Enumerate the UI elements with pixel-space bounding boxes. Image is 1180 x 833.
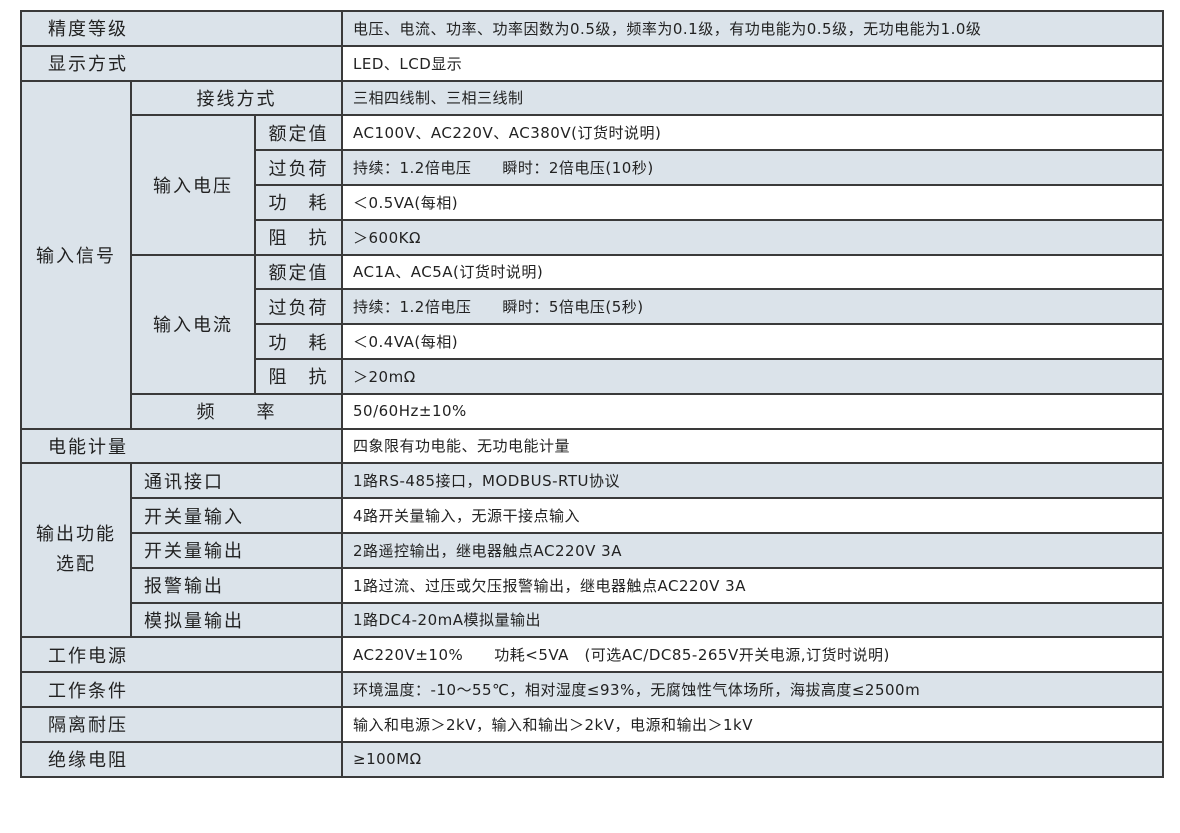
row-value: AC100V、AC220V、AC380V(订货时说明) (341, 114, 1164, 152)
table-row: 过负荷 持续：1.2倍电压 瞬时：5倍电压(5秒) (21, 288, 1164, 326)
table-row: 输入电压 额定值 AC100V、AC220V、AC380V(订货时说明) (21, 114, 1164, 256)
subgroup-label: 输入电流 (130, 253, 256, 395)
table-row: 开关量输出 2路遥控输出，继电器触点AC220V 3A (21, 531, 1164, 569)
table-row: 功 耗 ＜0.5VA(每相) (21, 183, 1164, 221)
row-value: 4路开关量输入，无源干接点输入 (341, 497, 1164, 534)
table-row: 工作条件 环境温度：-10～55℃，相对湿度≤93%，无腐蚀性气体场所，海拔高度… (20, 671, 1164, 708)
table-row: 功 耗 ＜0.4VA(每相) (21, 323, 1164, 360)
row-label: 开关量输入 (130, 497, 343, 534)
row-value: 50/60Hz±10% (341, 392, 1164, 430)
row-value: AC220V±10% 功耗<5VA (可选AC/DC85-265V开关电源,订货… (341, 636, 1164, 674)
row-value: 2路遥控输出，继电器触点AC220V 3A (341, 531, 1164, 569)
table-row: 阻 抗 ＞600KΩ (21, 218, 1164, 256)
subgroup-label: 输入电压 (130, 114, 256, 256)
row-label: 报警输出 (130, 566, 343, 604)
row-label: 绝缘电阻 (20, 740, 343, 778)
row-label: 通讯接口 (130, 462, 343, 500)
row-value: 四象限有功电能、无功电能计量 (341, 427, 1164, 465)
table-row: 精度等级 电压、电流、功率、功率因数为0.5级，频率为0.1级，有功电能为0.5… (20, 10, 1164, 47)
row-value: ≥100MΩ (341, 740, 1164, 778)
spec-table: 精度等级 电压、电流、功率、功率因数为0.5级，频率为0.1级，有功电能为0.5… (20, 10, 1164, 778)
table-row: 过负荷 持续：1.2倍电压 瞬时：2倍电压(10秒) (21, 149, 1164, 186)
row-label: 电能计量 (20, 427, 343, 465)
row-value: ＜0.5VA(每相) (341, 183, 1164, 221)
row-label: 隔离耐压 (20, 705, 343, 743)
row-label: 频 率 (130, 392, 343, 430)
row-label: 过负荷 (254, 149, 343, 186)
row-label: 工作电源 (20, 636, 343, 674)
table-row: 工作电源 AC220V±10% 功耗<5VA (可选AC/DC85-265V开关… (20, 636, 1164, 674)
table-row: 输入电流 额定值 AC1A、AC5A(订货时说明) (21, 253, 1164, 395)
row-value: 输入和电源＞2kV，输入和输出＞2kV，电源和输出＞1kV (341, 705, 1164, 743)
table-row: 频 率 50/60Hz±10% (21, 392, 1164, 430)
row-value: ＞600KΩ (341, 218, 1164, 256)
row-value: 电压、电流、功率、功率因数为0.5级，频率为0.1级，有功电能为0.5级，无功电… (341, 10, 1164, 47)
table-row: 输出功能选配 通讯接口 1路RS-485接口，MODBUS-RTU协议 (20, 462, 1164, 639)
row-label: 工作条件 (20, 671, 343, 708)
row-label: 额定值 (254, 114, 343, 152)
row-value: 持续：1.2倍电压 瞬时：2倍电压(10秒) (341, 149, 1164, 186)
row-value: 1路DC4-20mA模拟量输出 (341, 601, 1164, 639)
row-label: 过负荷 (254, 288, 343, 326)
row-value: AC1A、AC5A(订货时说明) (341, 253, 1164, 291)
row-label: 接线方式 (130, 79, 343, 117)
row-value: 环境温度：-10～55℃，相对湿度≤93%，无腐蚀性气体场所，海拔高度≤2500… (341, 671, 1164, 708)
row-label: 额定值 (254, 253, 343, 291)
row-value: LED、LCD显示 (341, 44, 1164, 82)
group-label: 输入信号 (20, 79, 132, 430)
row-label: 阻 抗 (254, 357, 343, 395)
table-row: 显示方式 LED、LCD显示 (20, 44, 1164, 82)
row-value: ＜0.4VA(每相) (341, 323, 1164, 360)
table-row: 模拟量输出 1路DC4-20mA模拟量输出 (21, 601, 1164, 639)
row-value: ＞20mΩ (341, 357, 1164, 395)
table-row: 阻 抗 ＞20mΩ (21, 357, 1164, 395)
table-row: 电能计量 四象限有功电能、无功电能计量 (20, 427, 1164, 465)
table-row: 隔离耐压 输入和电源＞2kV，输入和输出＞2kV，电源和输出＞1kV (20, 705, 1164, 743)
row-label: 开关量输出 (130, 531, 343, 569)
table-row: 输入信号 接线方式 三相四线制、三相三线制 (20, 79, 1164, 430)
table-row: 开关量输入 4路开关量输入，无源干接点输入 (21, 497, 1164, 534)
row-label: 精度等级 (20, 10, 343, 47)
group-label: 输出功能选配 (20, 462, 132, 639)
table-row: 报警输出 1路过流、过压或欠压报警输出，继电器触点AC220V 3A (21, 566, 1164, 604)
row-label: 功 耗 (254, 183, 343, 221)
table-row: 绝缘电阻 ≥100MΩ (20, 740, 1164, 778)
row-label: 功 耗 (254, 323, 343, 360)
row-label: 模拟量输出 (130, 601, 343, 639)
row-label: 阻 抗 (254, 218, 343, 256)
row-value: 三相四线制、三相三线制 (341, 79, 1164, 117)
row-label: 显示方式 (20, 44, 343, 82)
row-value: 1路RS-485接口，MODBUS-RTU协议 (341, 462, 1164, 500)
row-value: 1路过流、过压或欠压报警输出，继电器触点AC220V 3A (341, 566, 1164, 604)
row-value: 持续：1.2倍电压 瞬时：5倍电压(5秒) (341, 288, 1164, 326)
